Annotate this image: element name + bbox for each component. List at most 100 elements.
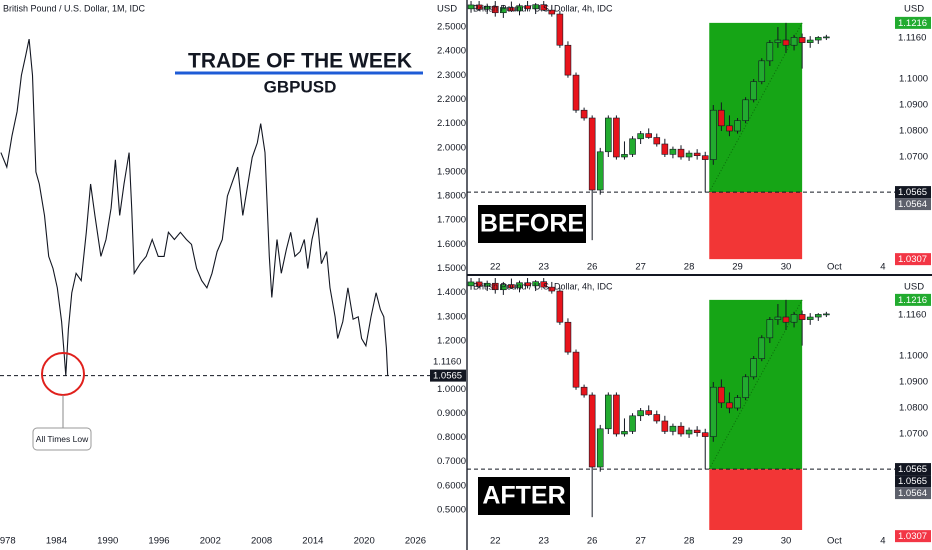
candle-body	[653, 137, 661, 145]
y-tick-label: 1.2000	[437, 335, 466, 346]
badge: BEFORE	[480, 210, 584, 238]
price-tag-box	[430, 355, 466, 368]
price-tag-box	[895, 31, 931, 44]
price-tag-box	[895, 253, 931, 266]
price-tag: 1.0565	[898, 187, 927, 198]
x-tick-label: 1990	[97, 536, 118, 547]
x-tick-label: 26	[587, 536, 598, 547]
x-tick-label: 4	[880, 262, 885, 273]
x-tick-label: 2020	[354, 536, 375, 547]
y-tick-label: 2.1000	[437, 118, 466, 129]
candle-body	[758, 337, 766, 359]
y-tick-label: 1.0900	[899, 100, 928, 111]
x-tick-label: 2026	[405, 536, 426, 547]
candle-body	[726, 402, 733, 409]
unit-label: USD	[904, 282, 924, 293]
candle-body	[516, 5, 523, 12]
candle-body	[806, 316, 814, 320]
price-tag: 1.1160	[433, 356, 461, 367]
trade-path	[708, 299, 803, 470]
candle-body	[734, 120, 741, 132]
candle-body	[475, 4, 483, 10]
candle-body	[693, 429, 701, 433]
candle-body	[766, 319, 774, 339]
x-tick-label: 2008	[251, 536, 272, 547]
y-tick-label: 0.8000	[437, 432, 466, 443]
x-tick-label: 22	[490, 536, 501, 547]
badge-box	[478, 205, 586, 243]
chart-title: British Pound / U.S. Dollar, 1M, IDC	[3, 3, 146, 13]
candle-body	[637, 410, 644, 417]
candle-body	[596, 428, 604, 468]
candle-body	[605, 394, 612, 430]
y-tick-label: 1.0900	[899, 377, 928, 388]
price-tag: 1.1160	[898, 32, 926, 43]
candle-body	[701, 432, 709, 437]
candle-body	[532, 281, 539, 287]
candle-body	[798, 37, 806, 43]
candle-body	[475, 281, 483, 287]
loss-zone	[709, 469, 803, 530]
candle-body	[710, 109, 717, 160]
candle-body	[532, 4, 539, 10]
candle-body	[572, 74, 580, 111]
y-tick-label: 1.8000	[437, 191, 466, 202]
candle-body	[653, 414, 661, 422]
price-tag-box	[895, 198, 931, 211]
chart-title: British Pound / U.S. Dollar, 4h, IDC	[473, 3, 613, 13]
candle-body	[621, 154, 628, 158]
y-tick-label: 2.0000	[437, 142, 466, 153]
x-tick-label: 1984	[46, 536, 67, 547]
candle-body	[629, 415, 636, 432]
price-tag: 1.1216	[898, 295, 927, 306]
candle-body	[701, 155, 709, 160]
price-tag-box	[895, 308, 931, 321]
candle-body	[742, 376, 749, 398]
candle-body	[742, 99, 749, 121]
loss-zone	[709, 192, 803, 260]
price-tag-box	[895, 293, 931, 306]
x-tick-label: 23	[538, 262, 549, 273]
candle-body	[516, 282, 523, 289]
x-tick-label: 2002	[200, 536, 221, 547]
candle-body	[669, 148, 677, 155]
price-tag-box	[895, 463, 931, 476]
price-tag: 1.1216	[898, 18, 927, 29]
candle-body	[629, 138, 636, 155]
x-tick-label: 2014	[302, 536, 323, 547]
price-tag-box	[895, 16, 931, 29]
price-tag: 1.0565	[898, 476, 927, 487]
symbol: GBPUSD	[264, 77, 337, 96]
badge: AFTER	[482, 482, 565, 510]
headline: TRADE OF THE WEEK	[188, 50, 412, 73]
candle-body	[467, 4, 475, 10]
y-tick-label: 1.5000	[437, 263, 466, 274]
candle-body	[766, 42, 774, 62]
x-tick-label: 27	[635, 536, 646, 547]
x-tick-label: 29	[732, 536, 743, 547]
y-tick-label: 2.3000	[437, 70, 466, 81]
candle-body	[677, 425, 685, 435]
price-tag-box	[895, 475, 931, 488]
candle-body	[823, 36, 830, 39]
callout-box	[32, 427, 92, 451]
y-tick-label: 0.9000	[437, 408, 466, 419]
x-tick-label: 26	[587, 262, 598, 273]
x-tick-label: 30	[781, 262, 792, 273]
x-tick-label: Oct	[827, 262, 842, 273]
x-tick-label: 27	[635, 262, 646, 273]
candle-body	[645, 133, 652, 138]
candle-body	[467, 281, 475, 287]
candle-body	[548, 9, 556, 15]
candle-body	[798, 314, 806, 320]
candle-body	[669, 425, 677, 432]
monthly-chart: 0.5000 0.6000 0.7000 0.8000 0.9000 1.0000 1.20…	[0, 22, 466, 547]
price-tag-box	[895, 487, 931, 500]
candle-body	[750, 358, 757, 378]
candle-body	[823, 313, 830, 316]
candle-body	[580, 386, 588, 396]
candle-body	[572, 351, 580, 388]
candle-body	[483, 5, 491, 10]
candle-body	[556, 290, 564, 323]
